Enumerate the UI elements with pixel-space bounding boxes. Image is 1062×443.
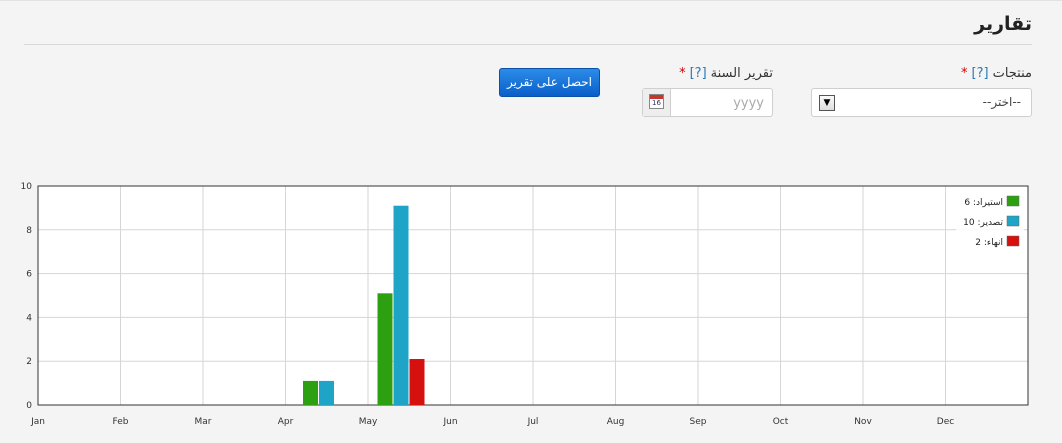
bar xyxy=(303,380,318,405)
legend-label: استيراد: 6 xyxy=(964,198,1003,208)
year-label-text: تقرير السنة xyxy=(710,66,773,81)
year-help-link[interactable]: [?] xyxy=(689,66,707,81)
calendar-icon-day: 16 xyxy=(652,99,661,107)
x-tick-label: Mar xyxy=(195,417,212,427)
y-tick-label: 2 xyxy=(26,357,32,367)
products-required-mark: * xyxy=(961,66,968,81)
year-input[interactable] xyxy=(670,93,766,114)
y-tick-label: 6 xyxy=(26,270,32,280)
legend-swatch xyxy=(1006,235,1020,247)
x-tick-label: Nov xyxy=(854,417,872,427)
products-label: منتجات[?]* xyxy=(961,66,1032,81)
x-tick-label: Apr xyxy=(278,417,294,427)
legend-label: انهاء: 2 xyxy=(975,238,1003,248)
bar xyxy=(319,380,334,405)
bar xyxy=(377,293,393,405)
products-select[interactable]: --اختر-- ▼ xyxy=(811,88,1032,117)
y-tick-label: 8 xyxy=(26,226,32,236)
x-tick-label: Jan xyxy=(30,417,45,427)
x-tick-label: Jul xyxy=(527,417,539,427)
title-divider xyxy=(24,44,1032,45)
x-tick-label: Sep xyxy=(690,417,707,427)
chevron-down-icon[interactable]: ▼ xyxy=(819,95,835,111)
bar xyxy=(393,205,409,405)
legend-swatch xyxy=(1006,215,1020,227)
y-tick-label: 4 xyxy=(26,313,32,323)
x-tick-label: Dec xyxy=(937,417,954,427)
products-selected-value: --اختر-- xyxy=(982,95,1021,109)
plot-border xyxy=(37,185,1029,406)
year-label: تقرير السنة[?]* xyxy=(679,66,773,81)
x-tick-label: Jun xyxy=(442,417,457,427)
x-tick-label: Oct xyxy=(773,417,789,427)
legend-swatch xyxy=(1006,195,1020,207)
products-label-text: منتجات xyxy=(992,66,1032,81)
bar xyxy=(409,359,425,405)
x-tick-label: May xyxy=(359,417,378,427)
page-title: تقارير xyxy=(974,13,1032,35)
calendar-icon: 16 xyxy=(649,94,664,109)
legend-label: تصدير: 10 xyxy=(963,218,1003,228)
products-help-link[interactable]: [?] xyxy=(971,66,989,81)
get-report-button[interactable]: احصل على تقرير xyxy=(499,68,600,97)
x-tick-label: Feb xyxy=(113,417,129,427)
year-field: 16 xyxy=(642,88,773,117)
x-tick-label: Aug xyxy=(607,417,625,427)
y-tick-label: 0 xyxy=(26,401,32,411)
y-tick-label: 10 xyxy=(21,182,33,192)
year-required-mark: * xyxy=(679,66,686,81)
